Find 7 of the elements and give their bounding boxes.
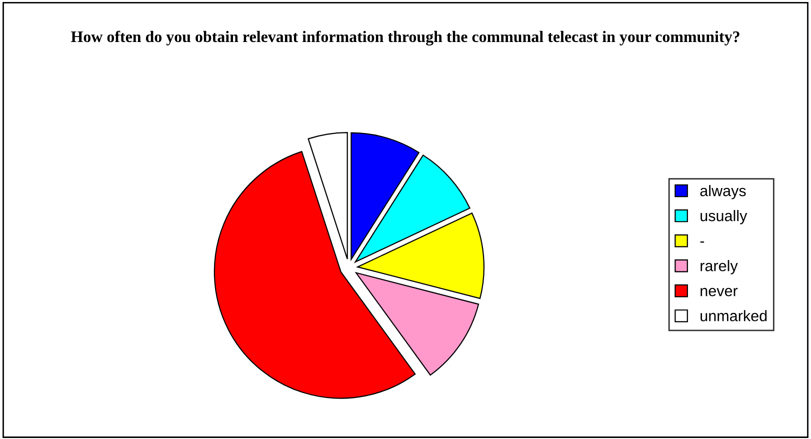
chart-title: How often do you obtain relevant information through the communal telecast in your community? (71, 30, 740, 46)
legend-label: rarely (700, 260, 738, 274)
legend-label: unmarked (700, 310, 767, 322)
legend-label: - (700, 241, 704, 243)
legend-label: never (700, 288, 738, 296)
legend-label: always (700, 184, 746, 200)
legend-label: usually (700, 210, 748, 224)
